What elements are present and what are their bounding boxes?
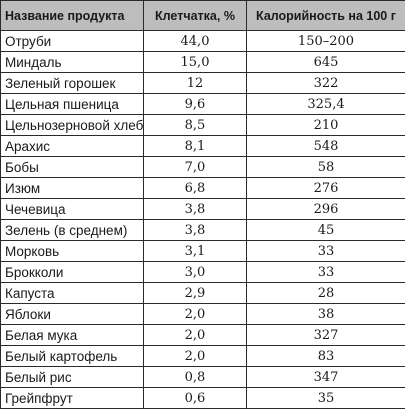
cell-product-name: Грейпфрут (0, 387, 144, 409)
cell-fiber-percent: 6,8 (143, 177, 247, 199)
cell-calories: 276 (246, 177, 405, 199)
cell-product-name: Чечевица (0, 198, 144, 220)
cell-calories: 28 (246, 282, 405, 304)
cell-product-name: Зелень (в среднем) (0, 219, 144, 241)
cell-fiber-percent: 2,0 (143, 345, 247, 367)
cell-calories: 33 (246, 240, 405, 262)
table-row: Капуста 2,9 28 (0, 282, 405, 304)
table-header: Название продукта Клетчатка, % Калорийно… (0, 0, 405, 31)
table-row: Белый картофель 2,0 83 (0, 345, 405, 367)
table-row: Яблоки 2,0 38 (0, 303, 405, 325)
cell-fiber-percent: 0,8 (143, 366, 247, 388)
cell-fiber-percent: 12 (143, 72, 247, 94)
cell-product-name: Капуста (0, 282, 144, 304)
cell-product-name: Миндаль (0, 51, 144, 73)
table-row: Зелень (в среднем) 3,8 45 (0, 219, 405, 241)
cell-product-name: Отруби (0, 30, 144, 52)
cell-calories: 150–200 (246, 30, 405, 52)
table-row: Изюм 6,8 276 (0, 177, 405, 199)
table-row: Бобы 7,0 58 (0, 156, 405, 178)
cell-calories: 322 (246, 72, 405, 94)
cell-fiber-percent: 2,0 (143, 324, 247, 346)
header-product-name: Название продукта (0, 0, 144, 31)
cell-product-name: Яблоки (0, 303, 144, 325)
table-row: Чечевица 3,8 296 (0, 198, 405, 220)
cell-fiber-percent: 3,0 (143, 261, 247, 283)
cell-calories: 35 (246, 387, 405, 409)
cell-fiber-percent: 7,0 (143, 156, 247, 178)
cell-product-name: Цельная пшеница (0, 93, 144, 115)
table-row: Цельная пшеница 9,6 325,4 (0, 93, 405, 115)
header-row: Название продукта Клетчатка, % Калорийно… (0, 0, 405, 31)
cell-fiber-percent: 3,8 (143, 198, 247, 220)
cell-fiber-percent: 2,0 (143, 303, 247, 325)
cell-fiber-percent: 3,8 (143, 219, 247, 241)
cell-fiber-percent: 44,0 (143, 30, 247, 52)
cell-fiber-percent: 8,5 (143, 114, 247, 136)
table-row: Грейпфрут 0,6 35 (0, 387, 405, 409)
cell-calories: 210 (246, 114, 405, 136)
cell-calories: 327 (246, 324, 405, 346)
table-row: Белая мука 2,0 327 (0, 324, 405, 346)
table-row: Миндаль 15,0 645 (0, 51, 405, 73)
cell-calories: 83 (246, 345, 405, 367)
cell-calories: 33 (246, 261, 405, 283)
cell-product-name: Зеленый горошек (0, 72, 144, 94)
cell-product-name: Белый рис (0, 366, 144, 388)
table-row: Зеленый горошек 12 322 (0, 72, 405, 94)
cell-fiber-percent: 3,1 (143, 240, 247, 262)
cell-product-name: Морковь (0, 240, 144, 262)
cell-fiber-percent: 9,6 (143, 93, 247, 115)
cell-calories: 645 (246, 51, 405, 73)
table-row: Белый рис 0,8 347 (0, 366, 405, 388)
cell-calories: 296 (246, 198, 405, 220)
cell-product-name: Цельнозерновой хлеб (0, 114, 144, 136)
cell-fiber-percent: 0,6 (143, 387, 247, 409)
cell-calories: 548 (246, 135, 405, 157)
cell-calories: 347 (246, 366, 405, 388)
cell-product-name: Белая мука (0, 324, 144, 346)
cell-product-name: Арахис (0, 135, 144, 157)
cell-product-name: Бобы (0, 156, 144, 178)
table-row: Брокколи 3,0 33 (0, 261, 405, 283)
cell-product-name: Брокколи (0, 261, 144, 283)
header-fiber-percent: Клетчатка, % (143, 0, 247, 31)
fiber-calorie-table: Название продукта Клетчатка, % Калорийно… (0, 0, 405, 409)
header-calories-per-100g: Калорийность на 100 г (246, 0, 405, 31)
table-row: Отруби 44,0 150–200 (0, 30, 405, 52)
table-row: Цельнозерновой хлеб 8,5 210 (0, 114, 405, 136)
cell-product-name: Белый картофель (0, 345, 144, 367)
cell-fiber-percent: 2,9 (143, 282, 247, 304)
cell-fiber-percent: 15,0 (143, 51, 247, 73)
cell-calories: 38 (246, 303, 405, 325)
cell-fiber-percent: 8,1 (143, 135, 247, 157)
cell-calories: 58 (246, 156, 405, 178)
cell-calories: 325,4 (246, 93, 405, 115)
table-body: Отруби 44,0 150–200 Миндаль 15,0 645 Зеленый г… (0, 30, 405, 409)
cell-calories: 45 (246, 219, 405, 241)
table-row: Арахис 8,1 548 (0, 135, 405, 157)
cell-product-name: Изюм (0, 177, 144, 199)
table-row: Морковь 3,1 33 (0, 240, 405, 262)
